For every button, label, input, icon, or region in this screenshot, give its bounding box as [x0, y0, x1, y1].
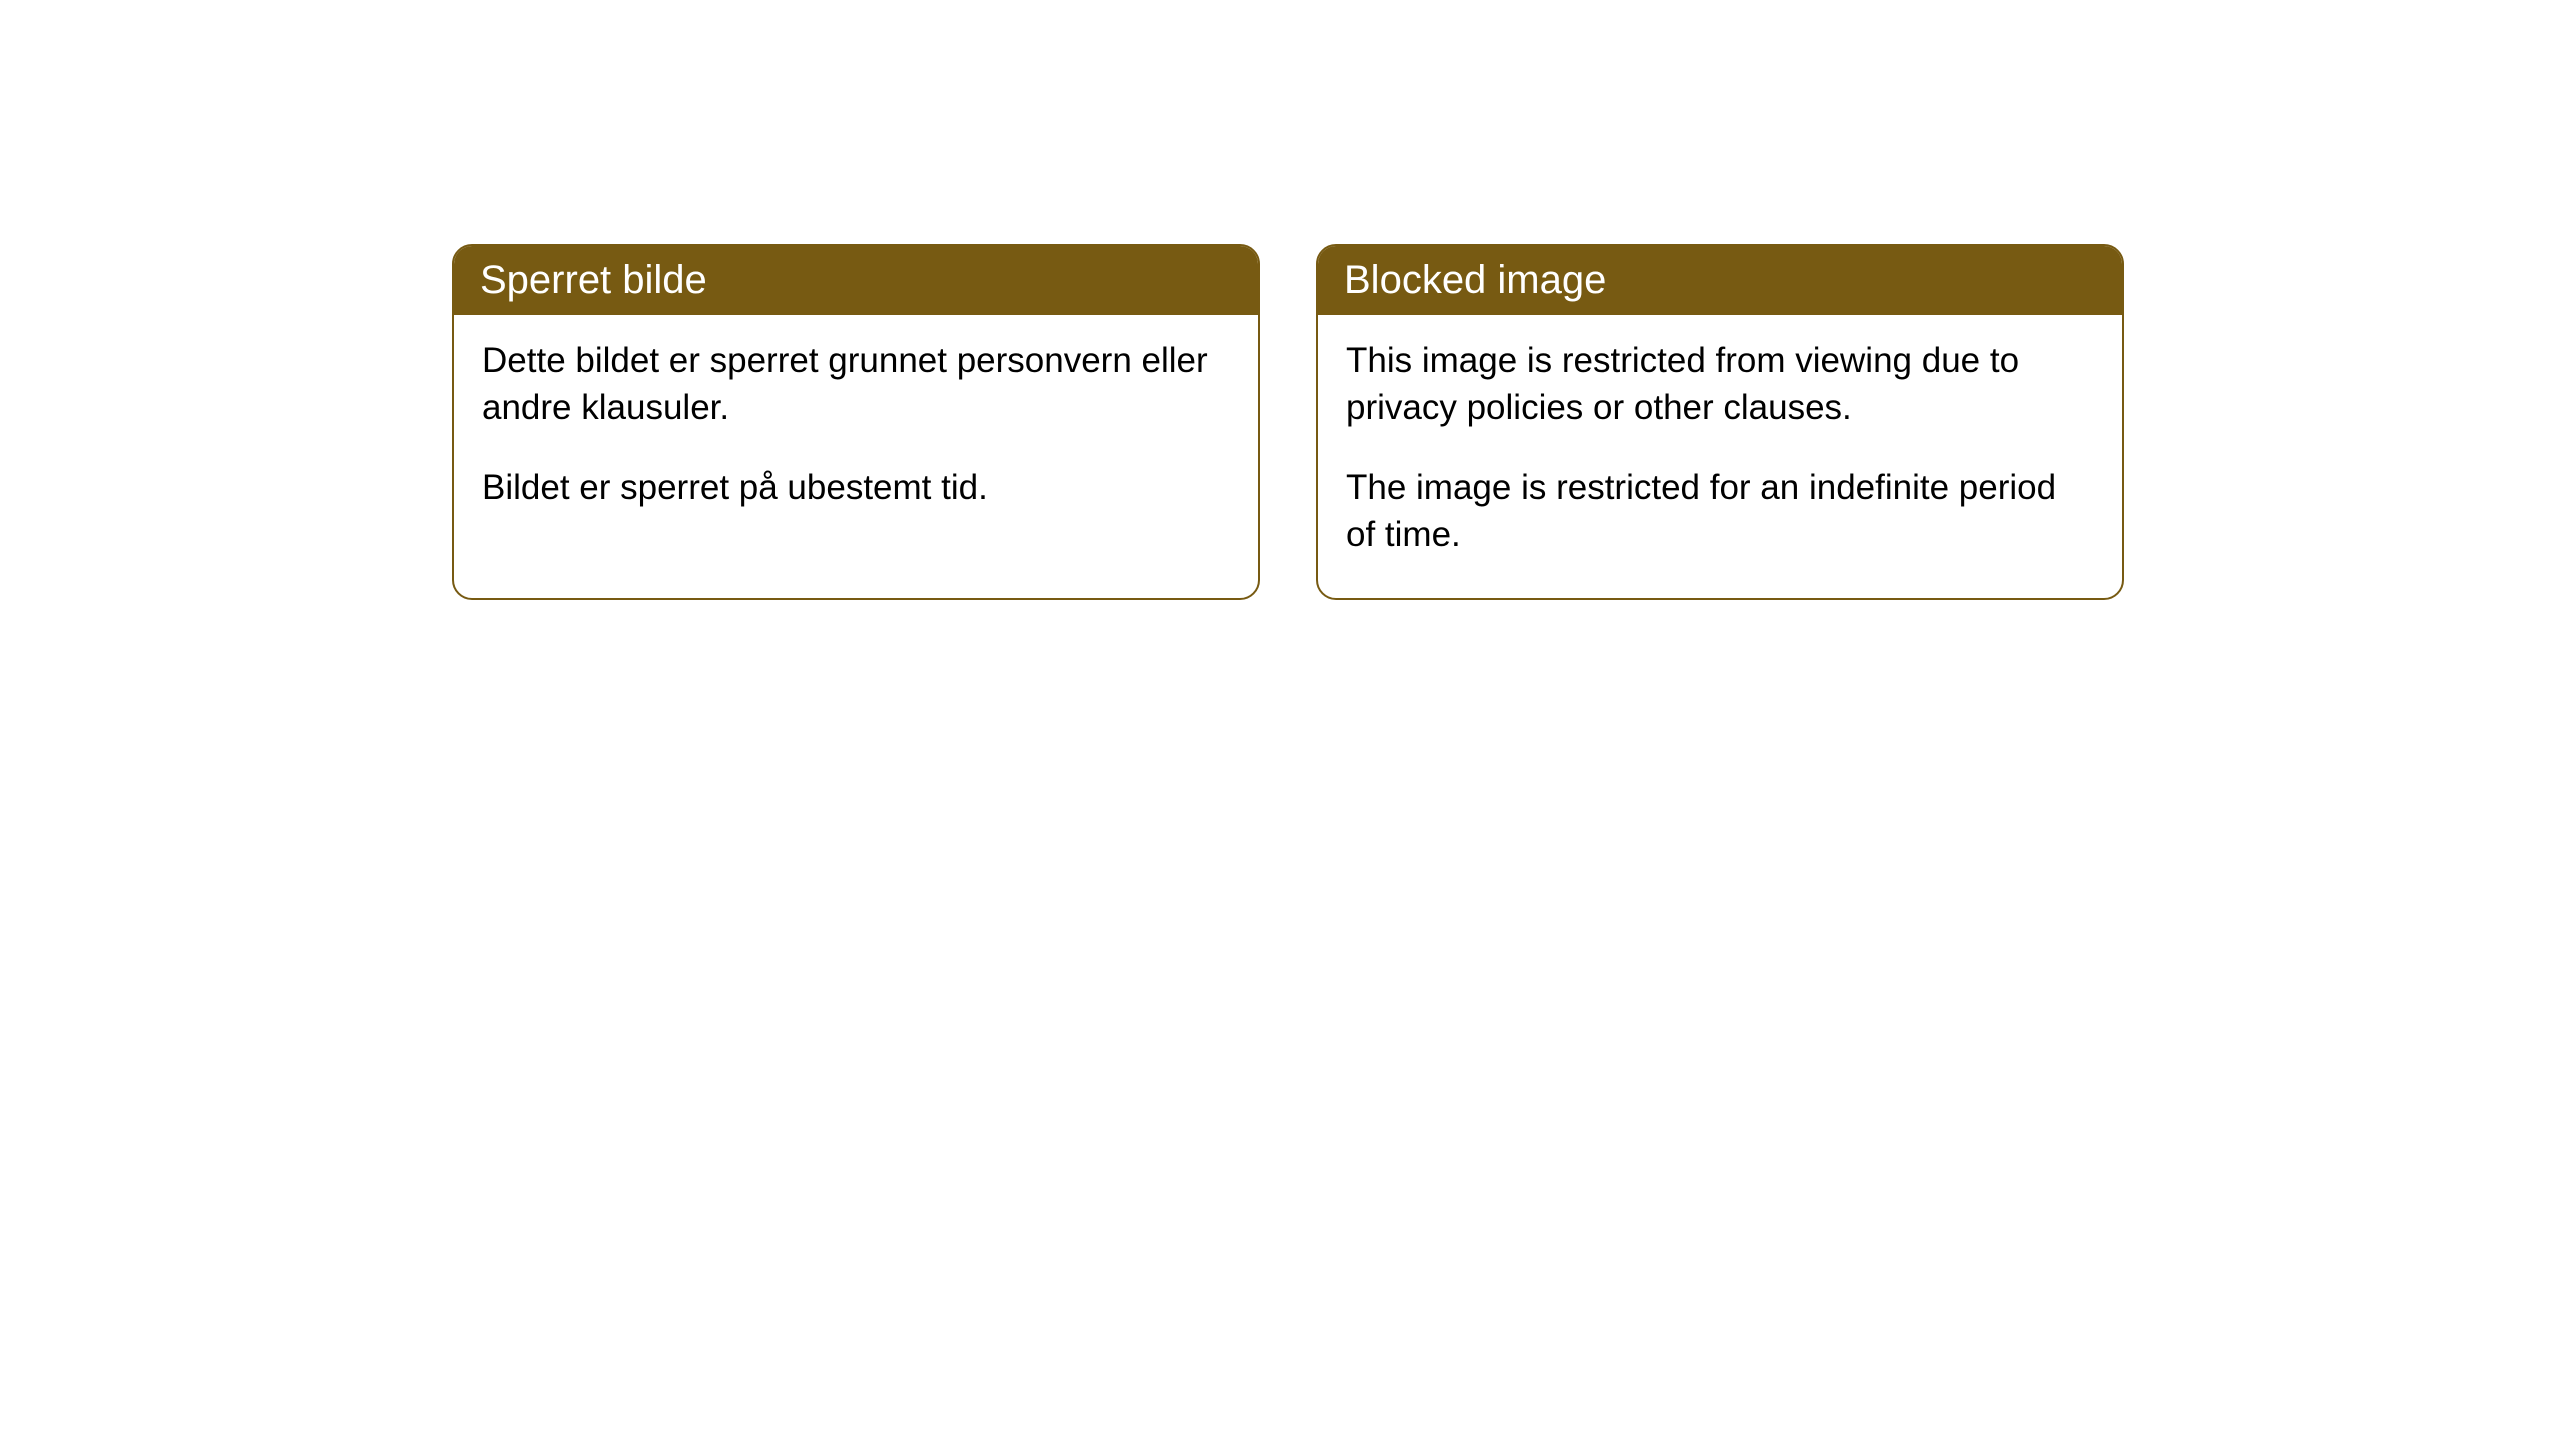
card-body-en-p1: This image is restricted from viewing du… — [1346, 337, 2094, 432]
card-body-no-p1: Dette bildet er sperret grunnet personve… — [482, 337, 1230, 432]
blocked-image-card-no: Sperret bilde Dette bildet er sperret gr… — [452, 244, 1260, 600]
card-body-en: This image is restricted from viewing du… — [1318, 315, 2122, 598]
card-body-no: Dette bildet er sperret grunnet personve… — [454, 315, 1258, 551]
blocked-image-card-en: Blocked image This image is restricted f… — [1316, 244, 2124, 600]
card-header-en: Blocked image — [1318, 246, 2122, 315]
card-header-no: Sperret bilde — [454, 246, 1258, 315]
card-body-en-p2: The image is restricted for an indefinit… — [1346, 464, 2094, 559]
card-body-no-p2: Bildet er sperret på ubestemt tid. — [482, 464, 1230, 511]
notice-container: Sperret bilde Dette bildet er sperret gr… — [0, 0, 2560, 600]
